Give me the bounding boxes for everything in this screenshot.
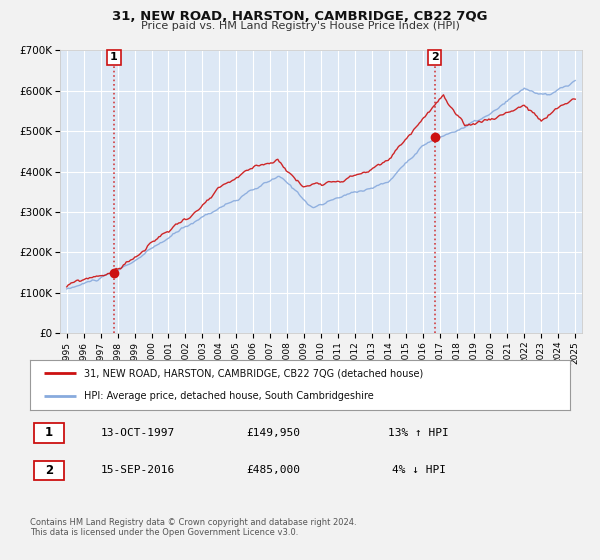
Text: 1: 1 xyxy=(110,53,118,62)
Text: 4% ↓ HPI: 4% ↓ HPI xyxy=(392,465,446,475)
Text: 31, NEW ROAD, HARSTON, CAMBRIDGE, CB22 7QG (detached house): 31, NEW ROAD, HARSTON, CAMBRIDGE, CB22 7… xyxy=(84,368,423,378)
Text: 1: 1 xyxy=(45,426,53,440)
Text: £485,000: £485,000 xyxy=(246,465,300,475)
Text: 15-SEP-2016: 15-SEP-2016 xyxy=(101,465,175,475)
Text: £149,950: £149,950 xyxy=(246,428,300,438)
Text: 13% ↑ HPI: 13% ↑ HPI xyxy=(388,428,449,438)
Text: 2: 2 xyxy=(45,464,53,477)
Text: 31, NEW ROAD, HARSTON, CAMBRIDGE, CB22 7QG: 31, NEW ROAD, HARSTON, CAMBRIDGE, CB22 7… xyxy=(112,10,488,23)
Text: 2: 2 xyxy=(431,53,439,62)
FancyBboxPatch shape xyxy=(34,461,64,480)
Text: 13-OCT-1997: 13-OCT-1997 xyxy=(101,428,175,438)
Text: HPI: Average price, detached house, South Cambridgeshire: HPI: Average price, detached house, Sout… xyxy=(84,391,374,402)
FancyBboxPatch shape xyxy=(34,423,64,443)
Text: Contains HM Land Registry data © Crown copyright and database right 2024.
This d: Contains HM Land Registry data © Crown c… xyxy=(30,518,356,538)
Text: Price paid vs. HM Land Registry's House Price Index (HPI): Price paid vs. HM Land Registry's House … xyxy=(140,21,460,31)
